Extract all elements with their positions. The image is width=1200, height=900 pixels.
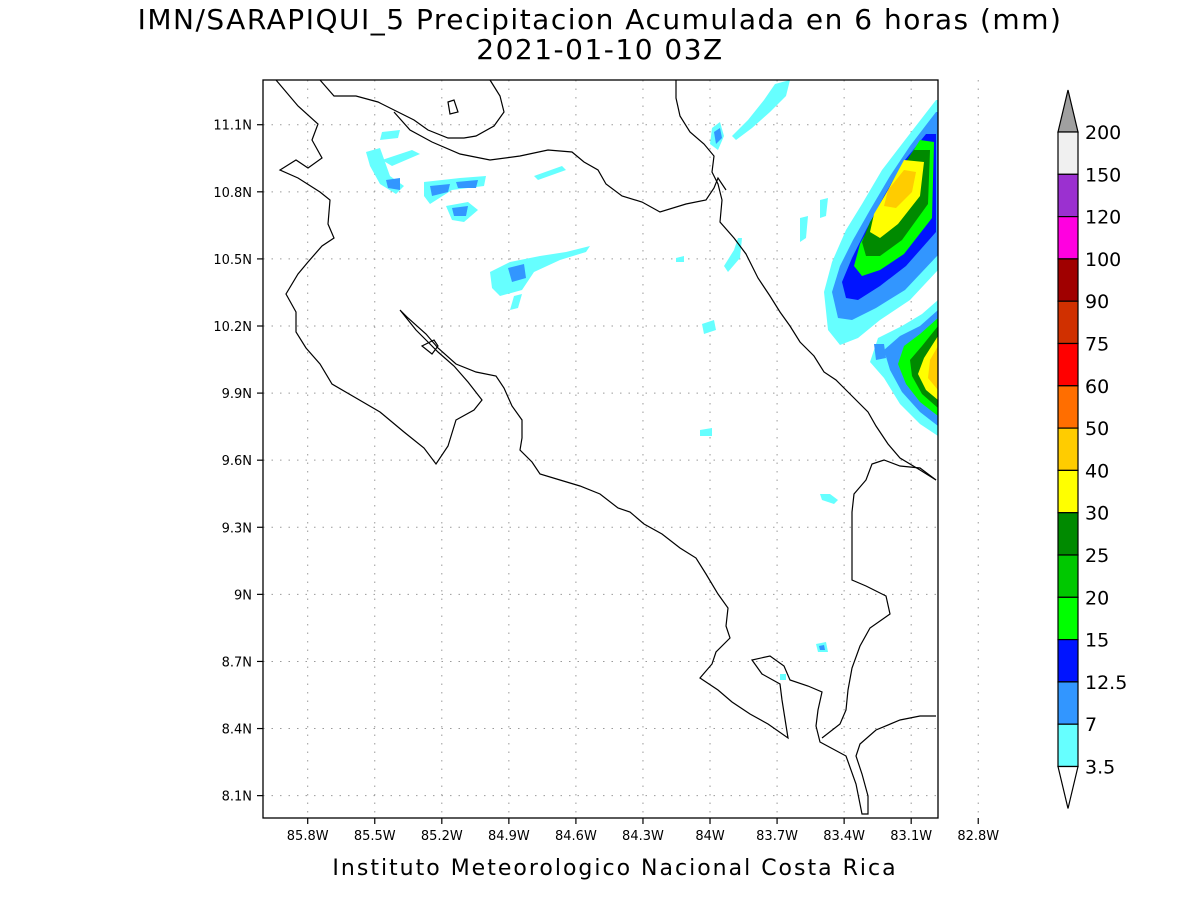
map-datetime: 2021-01-10 03Z <box>476 33 724 66</box>
precip-band-east-40 <box>928 346 938 390</box>
precip-cell-83-7w-10-2n <box>702 320 716 334</box>
colorbar-box <box>1057 131 1079 175</box>
colorbar-box <box>1057 596 1079 641</box>
gulf-of-nicoya-coast <box>420 339 439 355</box>
precip-cell-east-spot <box>874 344 886 360</box>
colorbar-box <box>1057 469 1079 514</box>
lon-tick-label: 84W <box>695 829 725 844</box>
precip-streak-caribbean-2 <box>800 216 808 242</box>
precip-cell-central-north <box>490 246 590 296</box>
precip-band-northeast-40 <box>884 170 916 208</box>
colorbar-level-label: 25 <box>1085 545 1109 567</box>
colorbar-box <box>1057 427 1079 472</box>
lat-tick-label: 10.8N <box>213 186 252 201</box>
lon-tick-label: 84.3W <box>622 829 664 844</box>
map-axes: 85.8W 85.5W 85.2W 84.9W 84.6W 84.3W 84W 83.7W 83… <box>213 119 999 844</box>
coastline <box>275 79 937 815</box>
precip-colorbar: 200 150 120 100 90 75 60 50 40 30 25 20 15 12.5 7 3.5 <box>1057 89 1127 809</box>
nicaragua-costa-rica-border-and-pacific-coast <box>275 79 936 815</box>
precip-cell-nw-4-core <box>430 184 450 196</box>
colorbar-level-label: 150 <box>1085 164 1121 186</box>
precip-cell-central-small <box>510 294 522 310</box>
precip-cell-nw-4-core-2 <box>456 180 478 188</box>
colorbar-level-label: 30 <box>1085 503 1109 525</box>
lon-tick-label: 83.4W <box>823 829 865 844</box>
colorbar-under-arrow <box>1057 765 1079 809</box>
map-footer-credit: Instituto Meteorologico Nacional Costa R… <box>332 856 898 881</box>
colorbar-box <box>1057 638 1079 683</box>
lat-tick-label: 8.1N <box>222 790 252 805</box>
lon-tick-label: 85.2W <box>421 829 463 844</box>
precip-cell-nw-2-core <box>386 178 400 190</box>
lake-nicaragua-shore <box>319 79 505 139</box>
colorbar-box <box>1057 681 1079 725</box>
colorbar-level-label: 7 <box>1085 714 1097 736</box>
precip-streak-83-6w <box>724 238 742 272</box>
colorbar-level-label: 100 <box>1085 249 1121 271</box>
precip-cell-central-north-core <box>508 264 526 282</box>
lon-tick-label: 84.6W <box>555 829 597 844</box>
lon-tick-label: 83.1W <box>890 829 932 844</box>
colorbar-level-label: 3.5 <box>1085 757 1115 779</box>
map-frame <box>262 79 939 819</box>
lon-tick-label: 85.5W <box>354 829 396 844</box>
map-title: IMN/SARAPIQUI_5 Precipitacion Acumulada … <box>137 3 1063 36</box>
lat-tick-label: 8.7N <box>222 655 252 670</box>
colorbar-box <box>1057 216 1079 260</box>
colorbar-box <box>1057 554 1079 598</box>
colorbar-level-label: 60 <box>1085 376 1109 398</box>
colorbar-box <box>1057 512 1079 556</box>
lon-tick-label: 85.8W <box>287 829 329 844</box>
colorbar-over-arrow <box>1057 89 1079 133</box>
map-grid <box>263 80 979 818</box>
colorbar-box <box>1057 723 1079 768</box>
precipitation-areas <box>366 80 938 680</box>
precip-cell-nw-5-core <box>452 206 468 216</box>
lon-tick-label: 82.8W <box>957 829 999 844</box>
lat-tick-label: 9.6N <box>222 454 252 469</box>
lat-tick-label: 9.3N <box>222 521 252 536</box>
colorbar-level-label: 20 <box>1085 587 1109 609</box>
colorbar-level-label: 200 <box>1085 122 1121 144</box>
caribbean-coast <box>675 80 937 481</box>
colorbar-box <box>1057 385 1079 429</box>
precip-cell-83-1w-9-4n <box>820 494 838 504</box>
precip-cell-nw-1 <box>380 130 400 140</box>
colorbar-level-label: 40 <box>1085 460 1109 482</box>
lat-tick-label: 11.1N <box>213 119 252 134</box>
small-island-nicaragua <box>447 99 459 115</box>
colorbar-level-label: 120 <box>1085 207 1121 229</box>
precip-streak-caribbean-1 <box>732 80 790 140</box>
colorbar-box <box>1057 173 1079 218</box>
colorbar-level-label: 75 <box>1085 334 1109 356</box>
lat-tick-label: 8.4N <box>222 723 252 738</box>
precip-streak-north <box>534 166 566 180</box>
precip-cell-83-3w-8-6n <box>780 674 786 680</box>
colorbar-box <box>1057 258 1079 302</box>
precip-cell-83-8w <box>676 256 684 262</box>
colorbar-box <box>1057 342 1079 387</box>
nicaragua-border-east <box>393 111 727 213</box>
colorbar-level-label: 90 <box>1085 291 1109 313</box>
colorbar-box <box>1057 300 1079 345</box>
colorbar-level-label: 15 <box>1085 630 1109 652</box>
lat-tick-label: 9.9N <box>222 387 252 402</box>
lon-tick-label: 83.7W <box>756 829 798 844</box>
panama-border <box>821 459 937 739</box>
precip-cell-nw-3 <box>382 150 420 166</box>
lat-tick-label: 10.5N <box>213 253 252 268</box>
colorbar-level-label: 12.5 <box>1085 672 1127 694</box>
lon-tick-label: 84.9W <box>488 829 530 844</box>
precip-cell-83-1w-8-8n-core <box>819 645 825 650</box>
precip-cell-83-7w-11n-core <box>714 128 722 144</box>
precip-streak-caribbean-3 <box>820 198 828 218</box>
lat-tick-label: 9N <box>234 588 252 603</box>
lat-tick-label: 10.2N <box>213 320 252 335</box>
precip-cell-83-7w-9-7n <box>700 428 712 436</box>
colorbar-level-label: 50 <box>1085 418 1109 440</box>
